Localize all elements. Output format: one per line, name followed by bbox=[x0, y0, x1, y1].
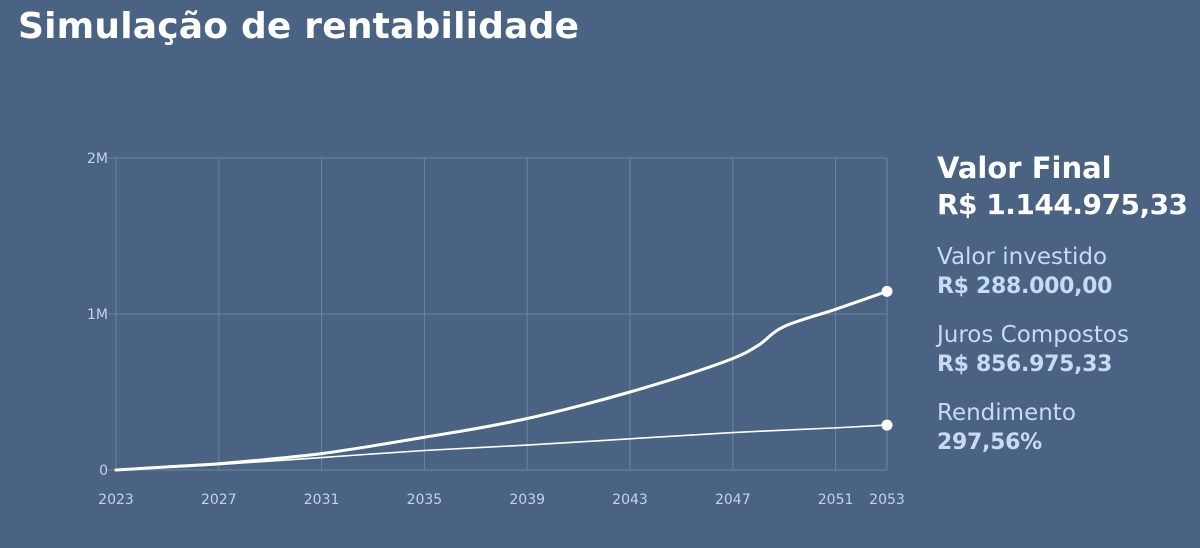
x-tick-label: 2023 bbox=[98, 492, 134, 508]
x-tick-label: 2047 bbox=[715, 492, 751, 508]
invested-label: Valor investido bbox=[937, 244, 1108, 270]
x-tick-label: 2051 bbox=[818, 492, 854, 508]
series-end-point-0 bbox=[881, 285, 893, 297]
chart-endpoints bbox=[881, 285, 893, 431]
interest-stat: Juros Compostos R$ 856.975,33 bbox=[937, 320, 1197, 380]
interest-label: Juros Compostos bbox=[937, 322, 1129, 348]
chart-ticks: 2023 2027 2031 2035 2039 2043 2047 2051 2053 0 1M 2… bbox=[87, 151, 905, 508]
y-tick-label: 1M bbox=[87, 307, 108, 323]
page-title: Simulação de rentabilidade bbox=[18, 6, 580, 47]
series-line-0 bbox=[114, 289, 889, 472]
chart-lines bbox=[114, 289, 889, 472]
invested-amount: R$ 288.000,00 bbox=[937, 274, 1113, 299]
series-line-1 bbox=[115, 424, 888, 471]
x-tick-label: 2053 bbox=[869, 492, 905, 508]
yield-label: Rendimento bbox=[937, 400, 1076, 426]
invested-stat: Valor investido R$ 288.000,00 bbox=[937, 242, 1197, 302]
yield-amount: 297,56% bbox=[937, 430, 1042, 455]
x-tick-label: 2043 bbox=[612, 492, 648, 508]
interest-amount: R$ 856.975,33 bbox=[937, 352, 1113, 377]
x-tick-label: 2035 bbox=[407, 492, 443, 508]
final-value-amount: R$ 1.144.975,33 bbox=[937, 188, 1188, 221]
y-tick-label: 0 bbox=[99, 463, 108, 479]
chart-grid bbox=[108, 157, 888, 471]
final-value-label: Valor Final bbox=[937, 151, 1112, 185]
x-tick-label: 2027 bbox=[201, 492, 237, 508]
rentability-chart: 2023 2027 2031 2035 2039 2043 2047 2051 2053 0 1M 2… bbox=[87, 151, 905, 508]
yield-stat: Rendimento 297,56% bbox=[937, 398, 1197, 458]
y-tick-label: 2M bbox=[87, 151, 108, 167]
x-tick-label: 2031 bbox=[304, 492, 340, 508]
summary-panel: Valor Final R$ 1.144.975,33 Valor invest… bbox=[937, 150, 1197, 458]
series-end-point-1 bbox=[881, 419, 893, 431]
x-tick-label: 2039 bbox=[509, 492, 545, 508]
